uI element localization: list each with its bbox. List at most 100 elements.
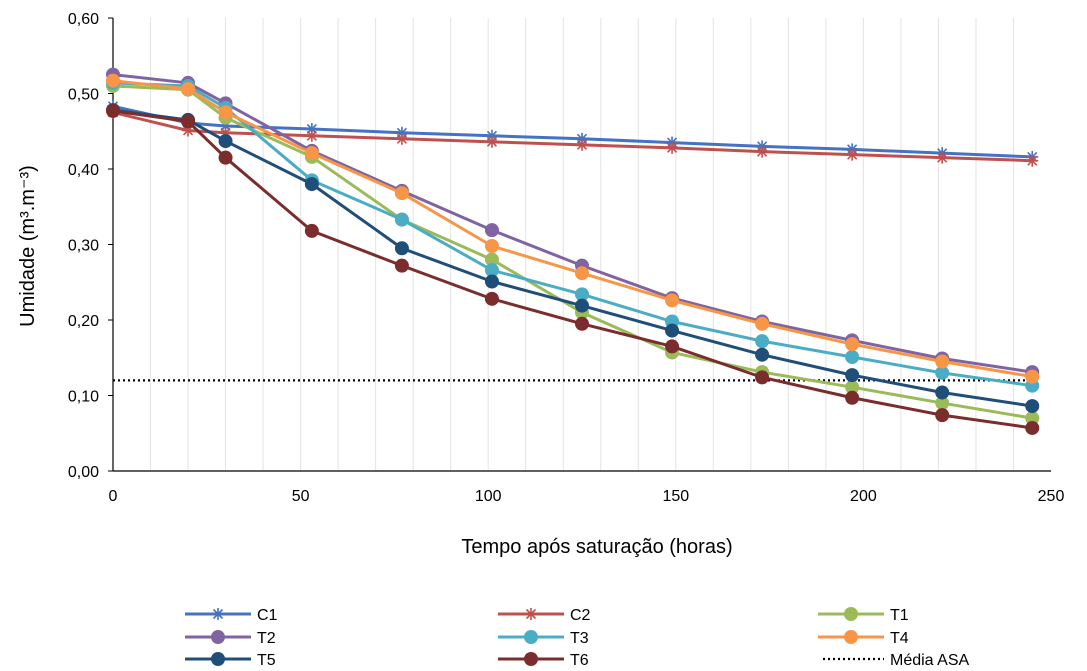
data-point-t4 xyxy=(181,81,196,96)
data-point-t1 xyxy=(845,380,860,395)
legend-marker-t1 xyxy=(844,607,858,621)
x-tick-label: 250 xyxy=(1038,488,1065,505)
x-tick-label: 150 xyxy=(662,488,689,505)
series-line-t6 xyxy=(111,109,1034,430)
data-point-t6 xyxy=(394,258,409,273)
data-point-t3 xyxy=(575,287,589,302)
legend-label-t2: T2 xyxy=(257,630,276,647)
x-tick-label: 200 xyxy=(850,488,877,505)
data-point-c2 xyxy=(1026,154,1039,167)
legend-marker-c2 xyxy=(525,608,537,620)
data-point-t3 xyxy=(394,212,409,227)
legend-marker-t5 xyxy=(211,652,225,666)
data-point-t5 xyxy=(935,385,950,400)
series-line-t1 xyxy=(111,84,1034,420)
legend-marker-c1 xyxy=(212,608,224,620)
data-point-t6 xyxy=(1025,420,1040,435)
data-point-c2 xyxy=(305,129,318,142)
data-point-t4 xyxy=(935,354,950,369)
series-t1 xyxy=(106,78,1040,426)
data-point-t4 xyxy=(394,186,409,201)
series-t4 xyxy=(106,73,1040,384)
data-point-t4 xyxy=(304,146,319,161)
legend-label-t5: T5 xyxy=(257,652,276,669)
data-point-t6 xyxy=(484,291,499,306)
legend-label-c1: C1 xyxy=(257,607,278,624)
data-point-t2 xyxy=(484,223,499,238)
legend-label-t3: T3 xyxy=(570,630,589,647)
legend-label-média-asa: Média ASA xyxy=(890,652,969,669)
data-point-t5 xyxy=(394,241,409,256)
data-point-t1 xyxy=(484,252,499,267)
data-point-t6 xyxy=(845,390,860,405)
legend-label-t6: T6 xyxy=(570,652,589,669)
data-point-t4 xyxy=(575,266,589,281)
legend-item-c2: C2 xyxy=(498,607,591,624)
x-tick-label: 50 xyxy=(292,488,310,505)
legend-item-t6: T6 xyxy=(498,652,589,669)
data-point-t4 xyxy=(845,337,860,352)
data-point-c2 xyxy=(756,145,769,158)
y-tick-label: 0,30 xyxy=(68,238,99,255)
data-point-t5 xyxy=(755,347,770,362)
data-point-t4 xyxy=(1025,369,1040,384)
data-point-t5 xyxy=(575,298,589,313)
data-point-c2 xyxy=(576,138,588,151)
series-line-c1 xyxy=(111,104,1034,159)
legend-item-t1: T1 xyxy=(818,607,909,624)
data-point-t5 xyxy=(304,177,319,192)
data-point-c2 xyxy=(395,132,408,145)
axes xyxy=(108,17,1051,472)
legend-item-média-asa: Média ASA xyxy=(823,652,969,669)
series-layer xyxy=(106,67,1040,435)
data-point-t5 xyxy=(484,274,499,289)
data-point-t3 xyxy=(755,334,770,349)
series-t6 xyxy=(106,103,1040,435)
data-point-t6 xyxy=(181,114,196,129)
data-point-c2 xyxy=(936,151,949,164)
legend-label-c2: C2 xyxy=(570,607,591,624)
data-point-t6 xyxy=(935,408,950,423)
data-point-t4 xyxy=(755,316,770,331)
series-line-t2 xyxy=(111,73,1034,374)
legend: C1 C2 T1 T2 T3 T4 T5 T6 Média ASA xyxy=(185,607,969,669)
data-point-t1 xyxy=(935,396,950,411)
legend-item-t5: T5 xyxy=(185,652,276,669)
data-point-c2 xyxy=(846,148,859,161)
y-tick-label: 0,10 xyxy=(68,389,99,406)
legend-marker-t2 xyxy=(211,630,225,644)
data-point-c2 xyxy=(666,141,679,154)
x-axis-title: Tempo após saturação (horas) xyxy=(461,536,732,558)
tick-labels: 0,00 0,10 0,20 0,30 0,40 0,50 0,60 0 50 100 150 200… xyxy=(68,11,1065,505)
legend-marker-t6 xyxy=(524,652,538,666)
data-point-t4 xyxy=(218,105,233,120)
data-point-t6 xyxy=(755,370,770,385)
data-point-t4 xyxy=(484,239,499,254)
data-point-t6 xyxy=(665,339,680,354)
data-point-t3 xyxy=(484,263,499,278)
y-tick-label: 0,60 xyxy=(68,11,99,28)
legend-marker-t4 xyxy=(844,630,858,644)
data-point-t4 xyxy=(665,293,680,308)
x-tick-label: 0 xyxy=(109,488,118,505)
data-point-t1 xyxy=(1025,411,1040,426)
data-point-t5 xyxy=(845,368,860,383)
y-tick-label: 0,50 xyxy=(68,87,99,104)
series-line-t4 xyxy=(111,79,1034,379)
series-t2 xyxy=(106,67,1040,380)
x-tick-label: 100 xyxy=(475,488,502,505)
y-axis-title: Umidade (m³.m⁻³) xyxy=(17,165,39,327)
series-line-t5 xyxy=(111,108,1034,408)
data-point-t6 xyxy=(106,103,120,118)
data-point-t3 xyxy=(845,349,860,364)
series-line-c2 xyxy=(111,110,1034,163)
data-point-t6 xyxy=(575,316,589,331)
data-point-t6 xyxy=(304,223,319,238)
series-line-t3 xyxy=(111,81,1034,388)
data-point-t5 xyxy=(665,323,680,338)
legend-label-t4: T4 xyxy=(890,630,909,647)
legend-item-t3: T3 xyxy=(498,630,589,647)
data-point-t5 xyxy=(218,134,233,149)
y-tick-label: 0,00 xyxy=(68,464,99,481)
